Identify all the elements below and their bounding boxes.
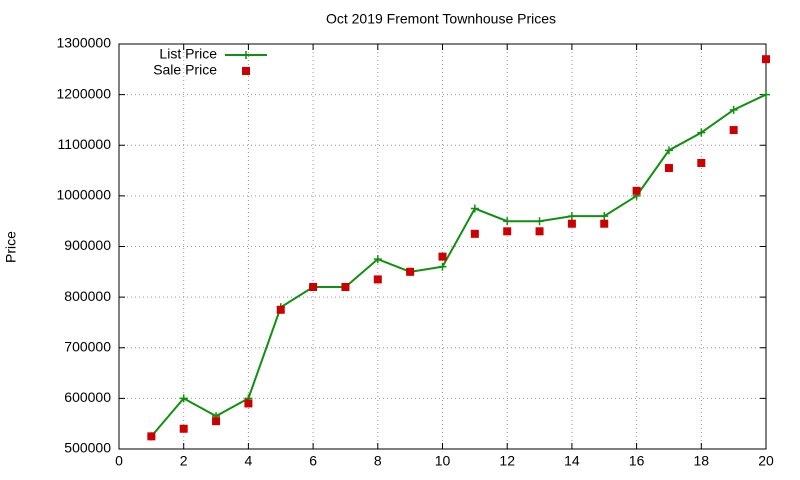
y-tick-label: 700000 (64, 338, 111, 354)
x-tick-label: 6 (309, 453, 317, 469)
y-tick-label: 1200000 (56, 85, 111, 101)
series-line (150, 93, 767, 437)
point (697, 158, 706, 167)
point (503, 217, 512, 226)
point (535, 217, 544, 226)
legend-swatch (242, 67, 250, 75)
point (600, 219, 609, 228)
x-tick-label: 18 (694, 453, 710, 469)
point (470, 204, 479, 213)
point (664, 164, 673, 173)
point (309, 283, 318, 291)
point (212, 417, 221, 426)
y-tick-label: 500000 (64, 440, 111, 456)
x-tick-label: 14 (564, 453, 580, 469)
point (341, 283, 350, 291)
point (179, 394, 188, 403)
y-tick-label: 800000 (64, 288, 111, 304)
point (729, 126, 738, 135)
point (600, 212, 609, 221)
y-tick-label: 1100000 (58, 136, 112, 152)
point (697, 128, 706, 137)
point (179, 424, 188, 433)
point (535, 227, 544, 236)
x-tick-label: 16 (629, 453, 645, 469)
point (503, 227, 512, 236)
x-tick-label: 8 (374, 453, 382, 469)
y-tick-label: 1300000 (56, 35, 111, 51)
chart-title: Oct 2019 Fremont Townhouse Prices (326, 11, 556, 27)
x-tick-label: 12 (499, 453, 515, 469)
legend-label: Sale Price (153, 62, 217, 78)
plot-border (118, 43, 767, 450)
x-tick-label: 2 (180, 453, 188, 469)
point (470, 229, 479, 238)
point (438, 262, 447, 271)
legend-swatch (242, 51, 250, 59)
y-tick-label: 1000000 (56, 187, 111, 203)
point (438, 252, 447, 261)
x-tick-label: 4 (245, 453, 253, 469)
point (147, 432, 156, 441)
point (632, 186, 641, 195)
point (373, 255, 382, 264)
point (276, 305, 285, 314)
point (762, 90, 770, 99)
point (567, 212, 576, 221)
point (373, 275, 382, 284)
y-axis-label: Price (3, 231, 19, 263)
point (664, 146, 673, 155)
point (244, 399, 253, 408)
point (729, 105, 738, 114)
x-tick-label: 20 (758, 453, 774, 469)
point (762, 55, 770, 64)
point (406, 267, 415, 276)
x-tick-label: 0 (115, 453, 123, 469)
y-tick-label: 900000 (64, 237, 111, 253)
legend-label: List Price (159, 46, 217, 62)
point (567, 219, 576, 228)
y-tick-label: 600000 (64, 389, 111, 405)
x-tick-label: 10 (435, 453, 451, 469)
